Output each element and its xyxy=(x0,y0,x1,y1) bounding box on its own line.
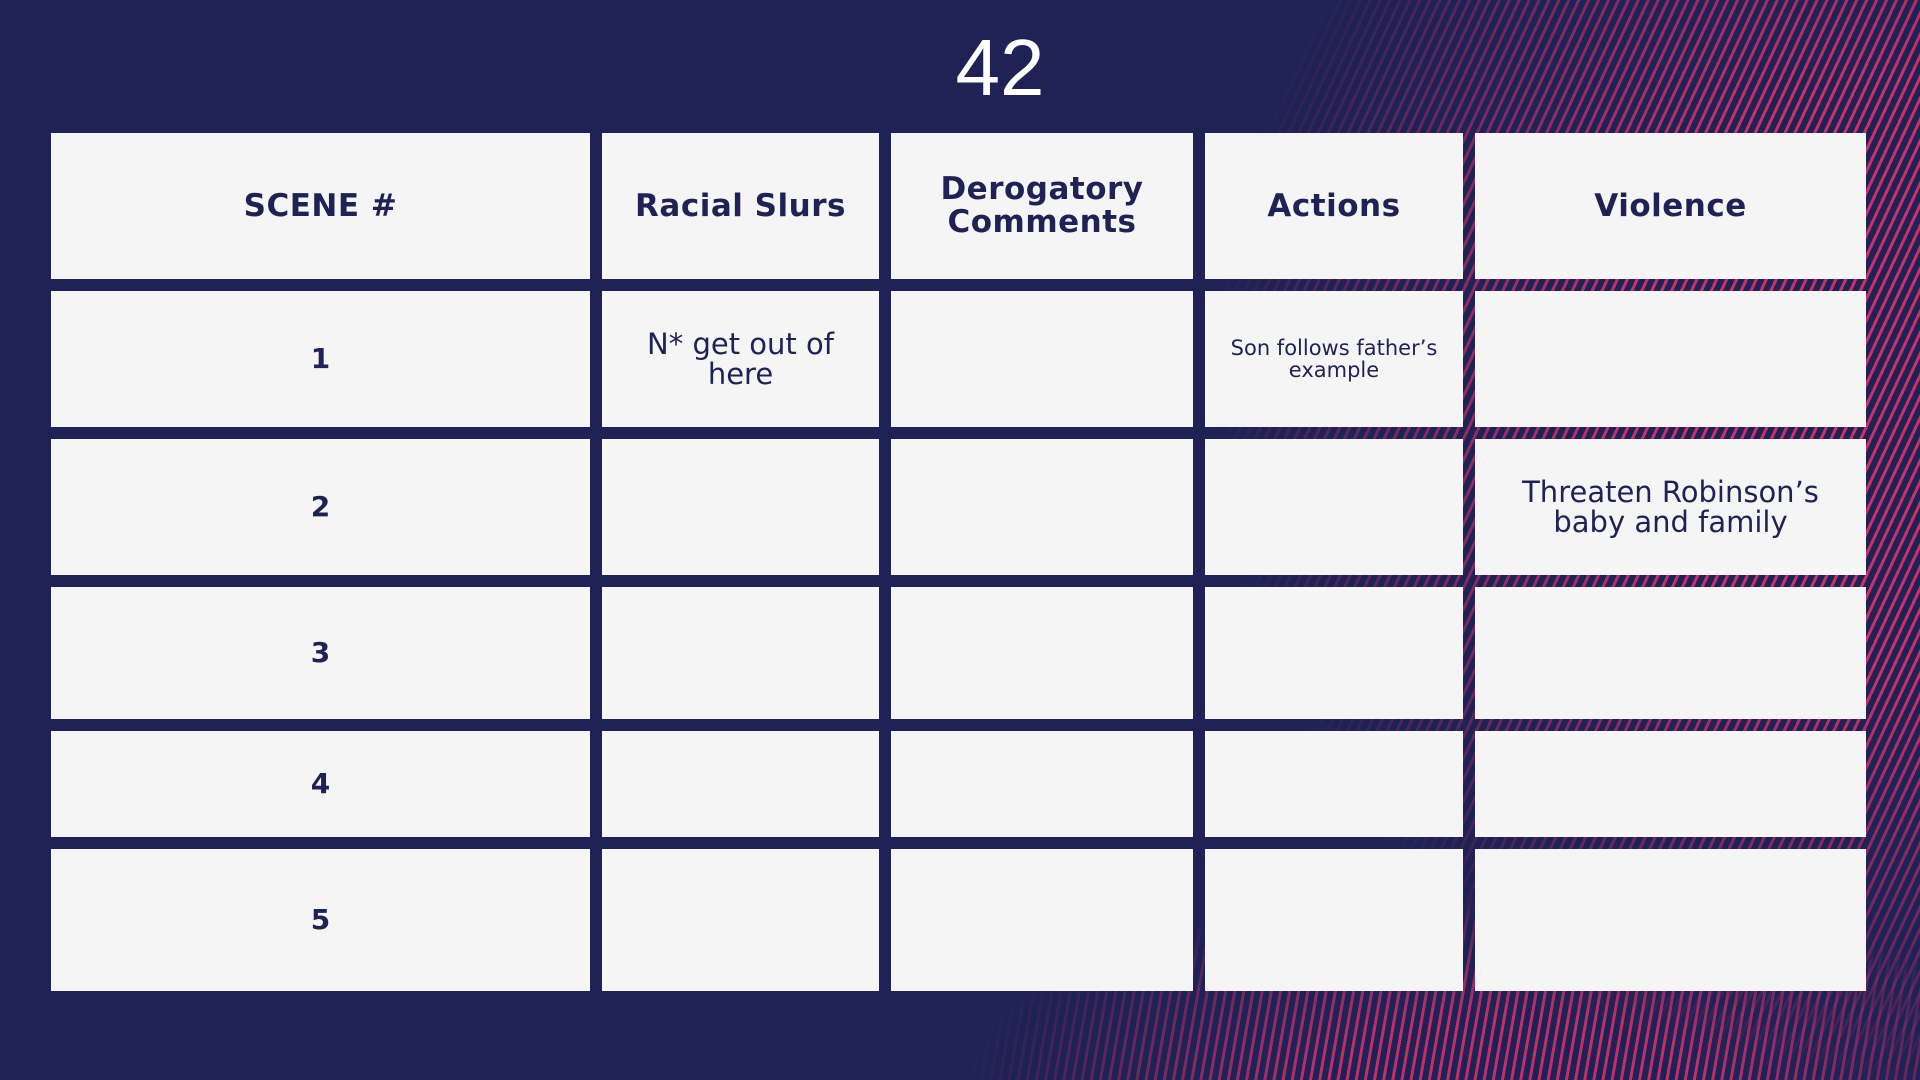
table-cell xyxy=(891,291,1193,427)
table-cell xyxy=(891,849,1193,991)
table-cell xyxy=(1475,291,1866,427)
table-cell xyxy=(602,849,879,991)
table-cell: Threaten Robinson’s baby and family xyxy=(1475,439,1866,575)
table-cell xyxy=(891,587,1193,719)
table-cell xyxy=(891,439,1193,575)
scene-number-cell: 4 xyxy=(51,731,590,837)
page-title: 42 xyxy=(955,23,1045,112)
header-scene: SCENE # xyxy=(51,133,590,279)
table-cell xyxy=(602,587,879,719)
table-cell: Son follows father’s example xyxy=(1205,291,1463,427)
table-cell xyxy=(602,731,879,837)
table-cell: N* get out of here xyxy=(602,291,879,427)
header-derogatory-comments: Derogatory Comments xyxy=(891,133,1193,279)
table-cell xyxy=(1475,731,1866,837)
scene-number-cell: 3 xyxy=(51,587,590,719)
scene-number-cell: 2 xyxy=(51,439,590,575)
table-cell xyxy=(1205,439,1463,575)
table-cell xyxy=(891,731,1193,837)
scene-number-cell: 1 xyxy=(51,291,590,427)
scene-number-cell: 5 xyxy=(51,849,590,991)
header-actions: Actions xyxy=(1205,133,1463,279)
table-cell xyxy=(1475,849,1866,991)
header-racial-slurs: Racial Slurs xyxy=(602,133,879,279)
table-cell xyxy=(602,439,879,575)
table-cell xyxy=(1205,587,1463,719)
table-cell xyxy=(1205,849,1463,991)
header-violence: Violence xyxy=(1475,133,1866,279)
table-cell xyxy=(1205,731,1463,837)
scene-table: SCENE # Racial Slurs Derogatory Comments Ac… xyxy=(51,133,1866,991)
table-cell xyxy=(1475,587,1866,719)
